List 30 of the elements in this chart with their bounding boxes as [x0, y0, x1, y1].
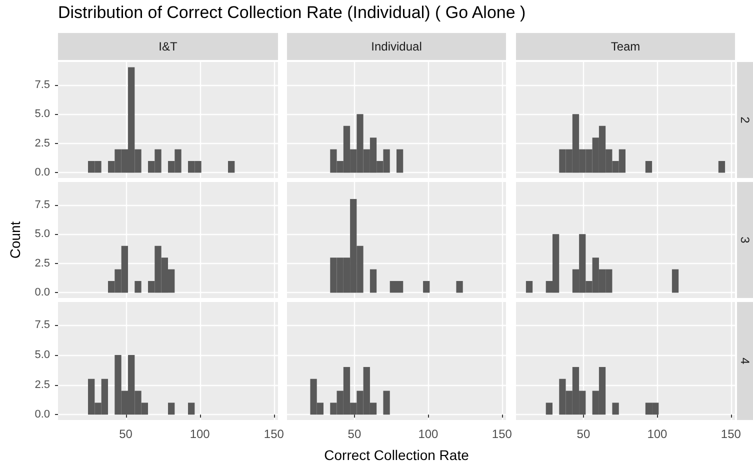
y-tick-label: 0.0: [34, 286, 50, 299]
y-tick-label: 5.0: [34, 349, 50, 362]
y-tick-label: 0.0: [34, 408, 50, 421]
x-tick-label: 50: [576, 427, 590, 441]
x-tick-label: 100: [190, 427, 210, 441]
x-tick-label: 150: [264, 427, 284, 441]
chart-title: I&T: [158, 40, 178, 54]
chart-title: Team: [610, 40, 640, 54]
y-tick-label: 2.5: [34, 137, 50, 150]
y-tick-label: 5.0: [34, 108, 50, 120]
y-tick-label: 2.5: [34, 257, 50, 270]
y-tick-label: 7.5: [34, 78, 50, 91]
x-tick-label: 100: [647, 427, 668, 441]
x-axis-title: Correct Collection Rate: [324, 447, 470, 463]
x-tick-label: 150: [492, 427, 512, 441]
y-axis-title: Count: [7, 221, 23, 259]
x-tick-label: 100: [418, 427, 439, 441]
y-tick-label: 7.5: [34, 198, 50, 211]
y-tick-label: 0.0: [34, 166, 50, 179]
chart-title: Individual: [371, 40, 422, 54]
y2-axis-title: 3: [738, 236, 752, 244]
y-tick-label: 7.5: [34, 319, 50, 332]
y-tick-label: 2.5: [34, 378, 50, 391]
x-tick-label: 150: [720, 427, 742, 441]
y2-axis-title: 4: [738, 358, 752, 365]
x-tick-label: 50: [119, 427, 133, 441]
text: Distribution of Correct Collection Rate (Individual) ( Go Alone ): [58, 3, 526, 22]
y2-axis-title: 2: [738, 116, 752, 124]
x-tick-label: 50: [348, 427, 362, 441]
y-tick-label: 5.0: [34, 228, 50, 240]
